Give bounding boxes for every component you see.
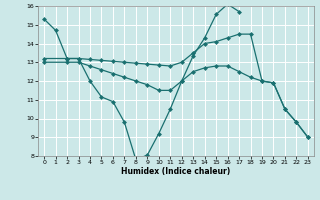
X-axis label: Humidex (Indice chaleur): Humidex (Indice chaleur) bbox=[121, 167, 231, 176]
